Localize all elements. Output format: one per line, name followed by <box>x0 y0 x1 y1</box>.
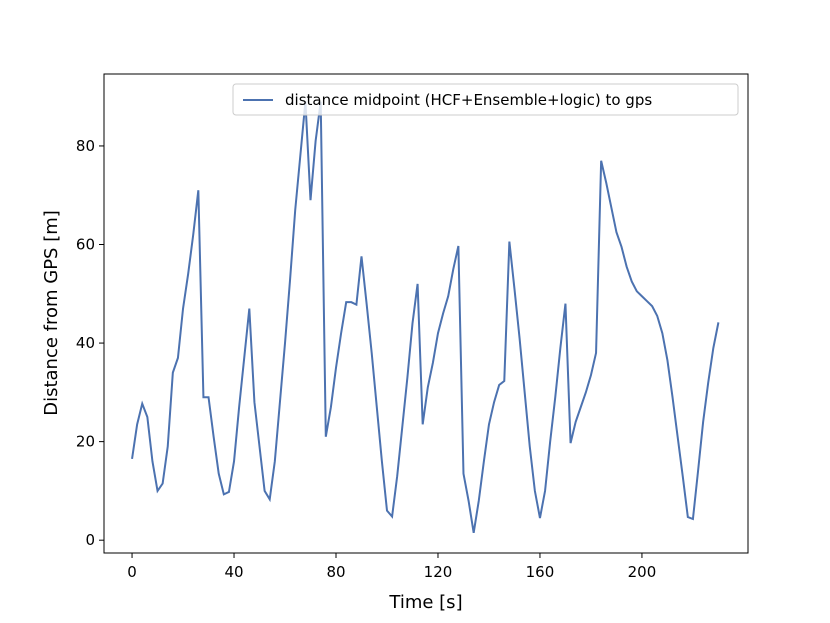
x-axis-label: Time [s] <box>388 592 462 613</box>
x-tick-label: 80 <box>326 563 345 581</box>
x-tick-label: 200 <box>628 563 657 581</box>
x-tick-label: 40 <box>224 563 243 581</box>
y-tick-label: 0 <box>85 531 95 549</box>
legend-label: distance midpoint (HCF+Ensemble+logic) t… <box>285 91 652 109</box>
y-tick-label: 60 <box>76 236 95 254</box>
y-tick-label: 40 <box>76 334 95 352</box>
x-tick-label: 120 <box>424 563 453 581</box>
y-axis-label: Distance from GPS [m] <box>41 210 62 416</box>
y-tick-label: 80 <box>76 137 95 155</box>
x-tick-label: 160 <box>526 563 555 581</box>
legend-box <box>232 83 739 116</box>
x-tick-label: 0 <box>127 563 137 581</box>
y-tick-label: 20 <box>76 433 95 451</box>
data-line <box>131 101 720 533</box>
plot-frame <box>103 73 749 554</box>
